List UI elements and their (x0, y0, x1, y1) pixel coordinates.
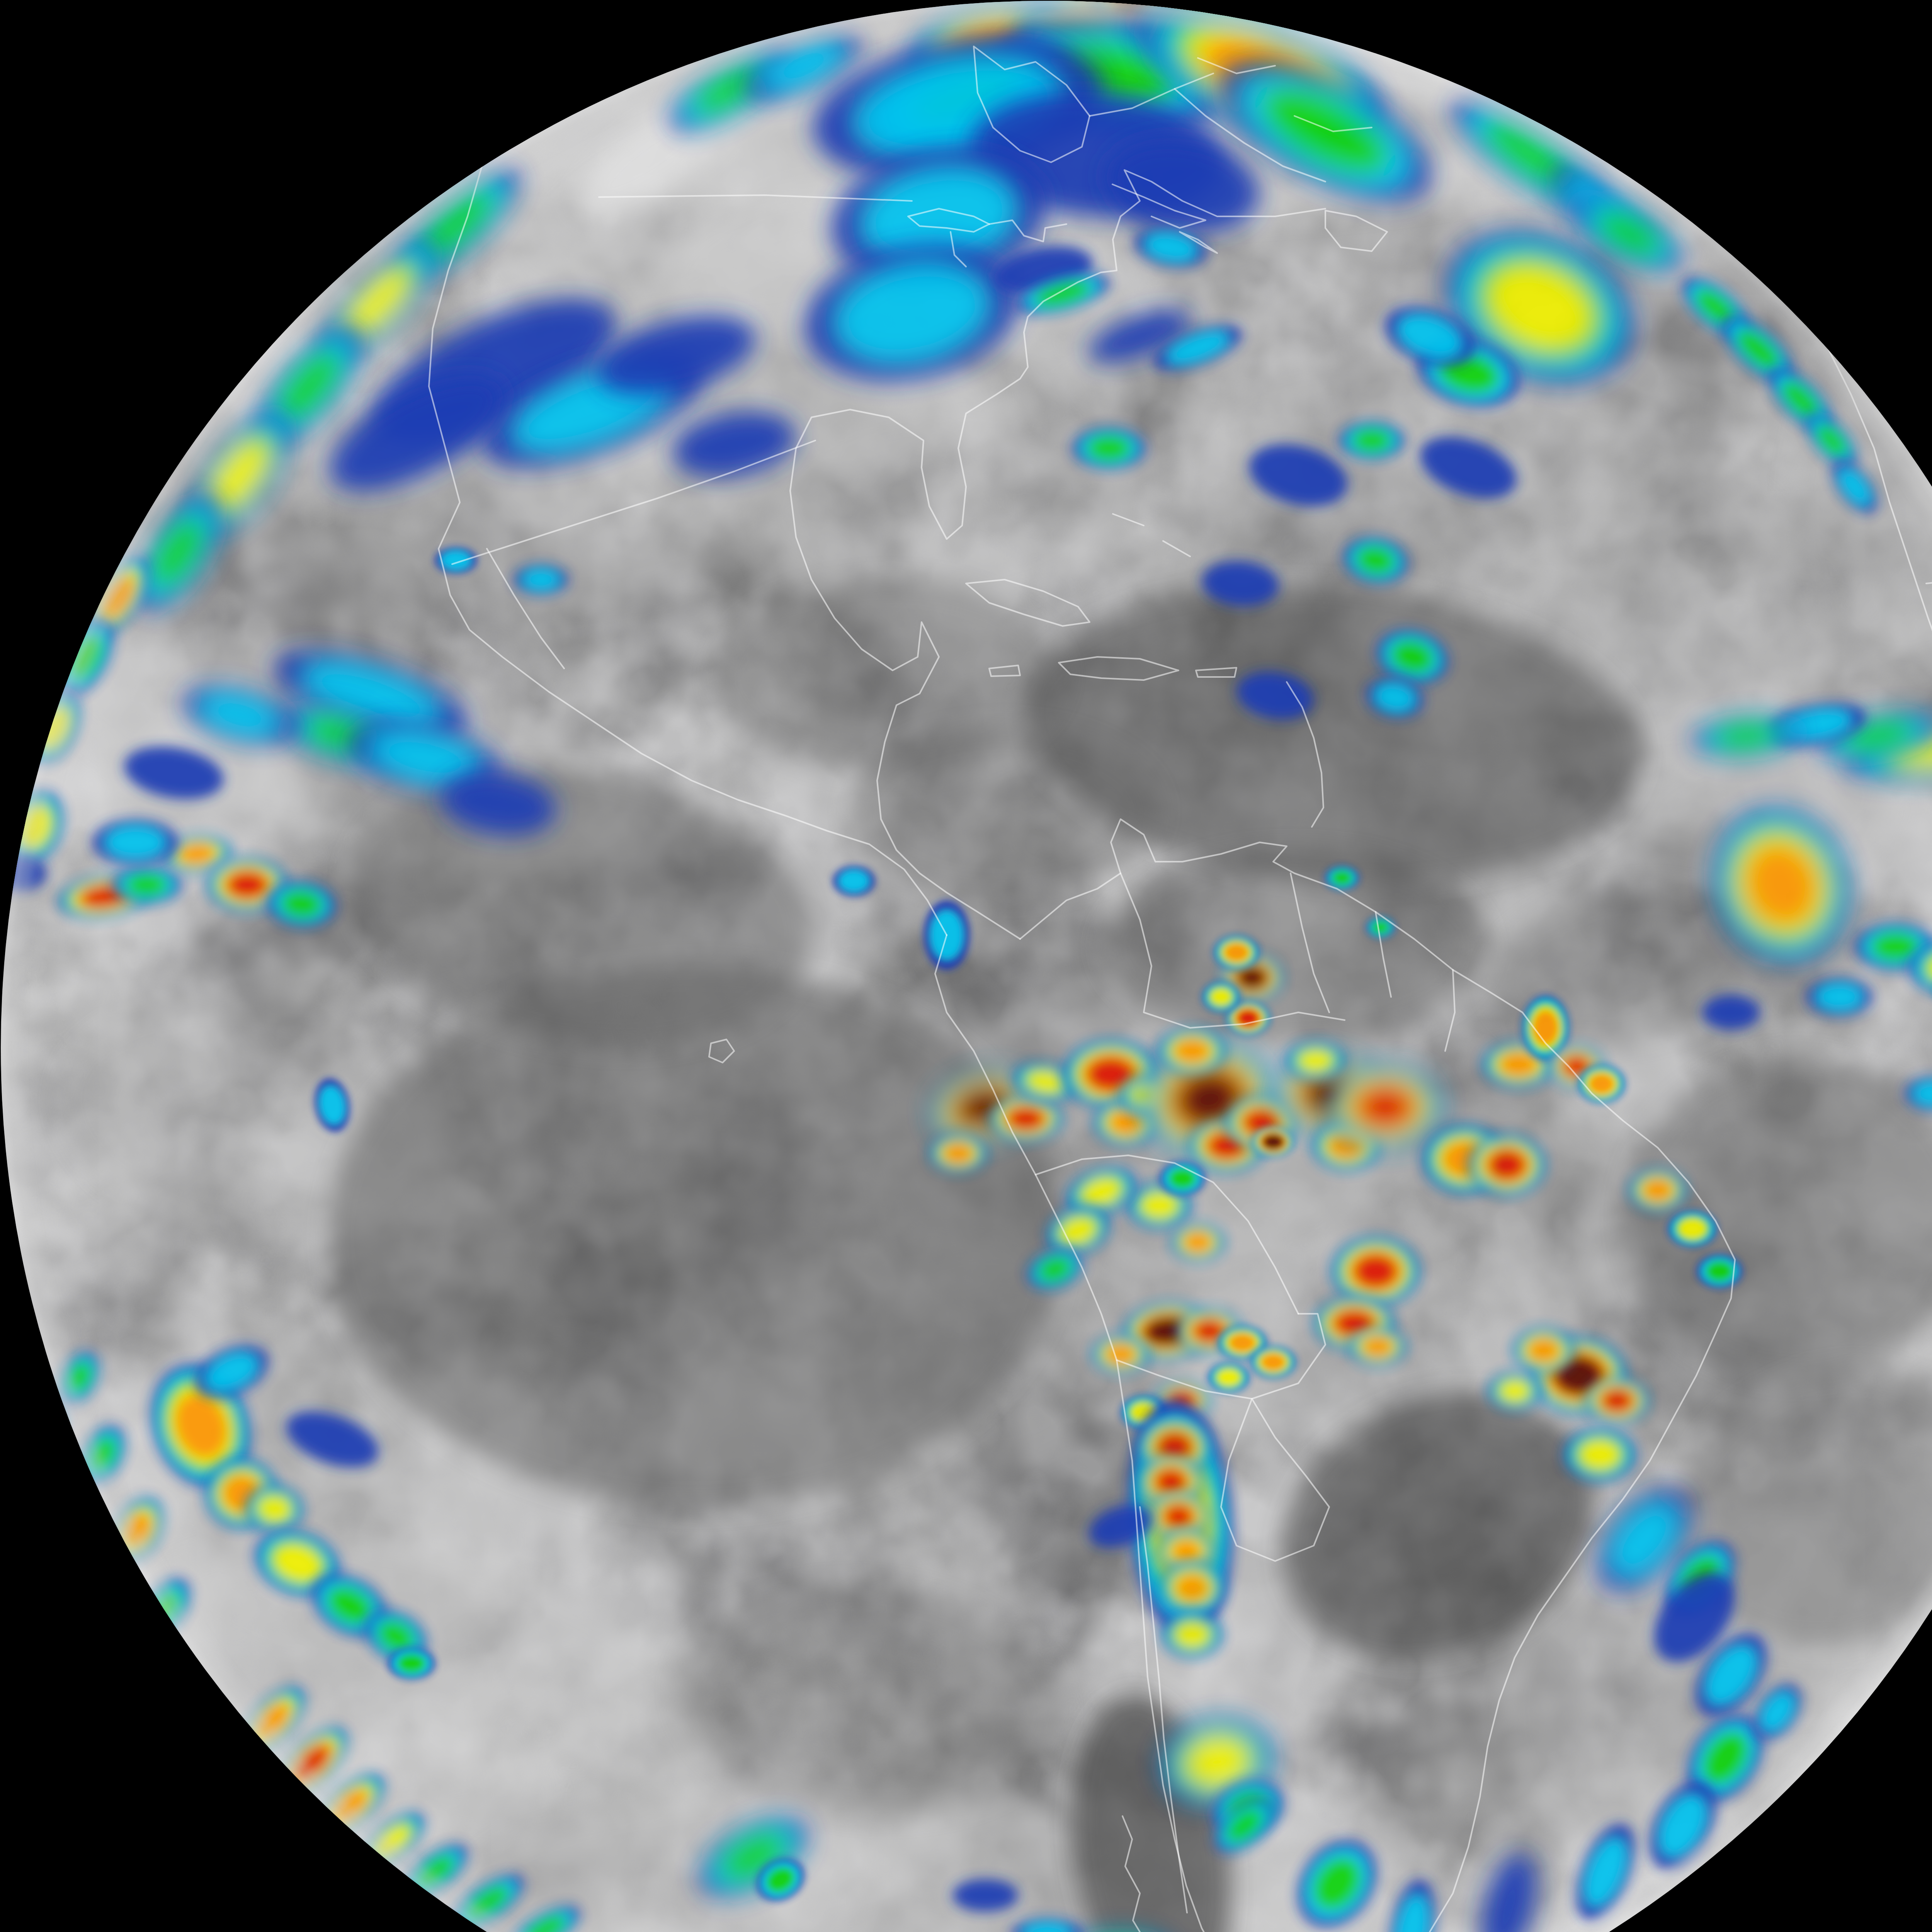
ir-enhancement-ring (1184, 1232, 1212, 1252)
convection-cell (1468, 1134, 1546, 1196)
ir-enhancement-ring (1109, 1111, 1143, 1134)
convection-cell (1331, 1236, 1420, 1306)
ir-enhancement-ring (1008, 1107, 1044, 1130)
satellite-frame (0, 0, 1932, 1932)
convection-cell (1696, 1254, 1743, 1289)
ir-enhancement-ring (1533, 1011, 1558, 1045)
convection-cell (514, 564, 568, 595)
convection-cell (1072, 427, 1146, 469)
ir-enhancement-ring (1087, 435, 1131, 461)
convection-cell (1092, 1335, 1150, 1374)
ir-enhancement-ring (943, 1143, 973, 1163)
convection-cell (833, 866, 875, 896)
ir-enhancement-ring (1225, 944, 1248, 962)
convection-cell (1366, 917, 1395, 938)
ir-enhancement-ring (1299, 1050, 1333, 1071)
ir-enhancement-ring (1679, 1219, 1706, 1239)
warm-dark-region (850, 726, 1159, 896)
ir-enhancement-ring (227, 871, 268, 898)
ir-enhancement-ring (1706, 1261, 1733, 1282)
convection-cell (1629, 1169, 1687, 1211)
convection-cell (1349, 1327, 1406, 1366)
ir-enhancement-ring (1354, 1254, 1398, 1289)
ir-enhancement-ring (1500, 1053, 1538, 1077)
ir-enhancement-ring (105, 826, 165, 859)
ir-enhancement-ring (1263, 1134, 1283, 1150)
convection-cell (1252, 1126, 1294, 1157)
ir-enhancement-ring (1580, 1440, 1620, 1470)
convection-cell (1488, 1372, 1542, 1410)
ir-enhancement-ring (1175, 1574, 1209, 1602)
ir-enhancement-ring (1356, 1086, 1414, 1128)
ir-enhancement-ring (1174, 1039, 1210, 1063)
convection-cell (1585, 1378, 1649, 1424)
ir-enhancement-ring (1871, 932, 1920, 961)
convection-cell (1702, 995, 1760, 1030)
ir-enhancement-ring (1261, 1354, 1285, 1371)
ir-enhancement-ring (1141, 1193, 1177, 1218)
ir-enhancement-ring (1488, 1150, 1526, 1180)
convection-cell (929, 1134, 987, 1173)
ir-enhancement-ring (1175, 1622, 1209, 1647)
ir-enhancement-ring (1816, 983, 1862, 1010)
convection-cell (989, 1095, 1063, 1142)
convection-cell (1578, 1065, 1626, 1103)
ir-enhancement-ring (522, 569, 560, 590)
convection-cell (388, 1647, 435, 1680)
convection-cell (1213, 935, 1260, 970)
convection-cell (1513, 1327, 1575, 1374)
convection-cell (1667, 1210, 1718, 1247)
convection-cell (1202, 981, 1240, 1012)
ir-enhancement-ring (1527, 1338, 1560, 1362)
convection-cell (1171, 1223, 1225, 1262)
ir-enhancement-ring (1155, 1468, 1187, 1495)
convection-cell (1161, 1611, 1223, 1658)
convection-cell (1159, 1561, 1225, 1615)
ir-enhancement-ring (397, 1654, 426, 1673)
earth-fulldisk-ir-satellite-image (0, 0, 1932, 1932)
ir-enhancement-ring (1500, 1381, 1530, 1402)
ir-enhancement-ring (1163, 1504, 1194, 1529)
ir-enhancement-ring (1352, 429, 1391, 452)
convection-cell (1339, 421, 1405, 460)
convection-cell (952, 1879, 1018, 1912)
ir-enhancement-ring (1589, 1074, 1614, 1094)
convection-cell (1806, 978, 1872, 1016)
ir-enhancement-ring (1372, 921, 1389, 934)
ir-enhancement-ring (1171, 1539, 1201, 1563)
convection-cell (1563, 1428, 1636, 1482)
ir-enhancement-ring (1601, 1389, 1633, 1412)
warm-dark-region (328, 966, 1063, 1507)
ir-enhancement-ring (126, 873, 168, 896)
ir-enhancement-ring (839, 870, 869, 892)
ir-enhancement-ring (1643, 1179, 1673, 1201)
convection-cell (112, 866, 182, 904)
convection-cell (1285, 1041, 1347, 1080)
convection-cell (93, 819, 178, 866)
convection-cell (1157, 1028, 1227, 1074)
ir-enhancement-ring (1332, 871, 1352, 885)
ir-enhancement-ring (1229, 1334, 1255, 1352)
convection-cell (1208, 1362, 1250, 1393)
convection-cell (1327, 1065, 1443, 1150)
ir-enhancement-ring (1217, 1369, 1241, 1386)
convection-cell (1250, 1346, 1296, 1378)
ir-enhancement-ring (1702, 995, 1760, 1030)
ir-enhancement-ring (1211, 988, 1232, 1005)
warm-dark-region (1101, 850, 1488, 1043)
ir-enhancement-ring (1362, 1337, 1393, 1357)
ir-enhancement-ring (952, 1879, 1018, 1912)
